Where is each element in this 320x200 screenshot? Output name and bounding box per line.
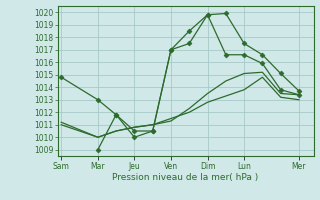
X-axis label: Pression niveau de la mer( hPa ): Pression niveau de la mer( hPa ) <box>112 173 259 182</box>
